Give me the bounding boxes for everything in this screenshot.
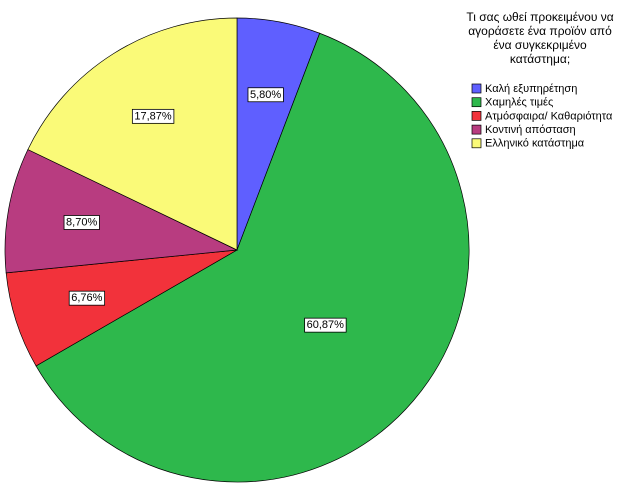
- data-label: 8,70%: [63, 215, 100, 230]
- data-label-text: 17,87%: [134, 110, 172, 122]
- data-label-box: [131, 108, 175, 124]
- legend-swatch: [471, 124, 482, 135]
- legend-swatch: [471, 83, 482, 94]
- data-label: 60,87%: [304, 317, 347, 333]
- data-label-box: [304, 317, 347, 333]
- data-label-box: [68, 290, 106, 306]
- legend-swatch: [471, 138, 482, 149]
- data-label-text: 60,87%: [307, 319, 345, 331]
- data-label-box: [63, 215, 100, 230]
- legend-label: Χαμηλές τιμές: [485, 97, 553, 109]
- legend-swatch: [471, 97, 482, 108]
- data-label: 17,87%: [131, 108, 175, 124]
- data-label: 6,76%: [68, 290, 106, 306]
- data-label-text: 5,80%: [250, 89, 281, 101]
- legend-label: Καλή εξυπηρέτηση: [485, 83, 577, 95]
- pie-slice: [35, 32, 470, 483]
- data-label-text: 6,76%: [71, 292, 102, 304]
- legend-label: Κοντινή απόσταση: [485, 124, 576, 136]
- legend-title: Τι σας ωθεί προκειμένου να αγοράσετε ένα…: [466, 10, 614, 66]
- data-label-text: 8,70%: [66, 216, 97, 228]
- legend-swatch: [471, 111, 482, 121]
- data-label: 5,80%: [247, 87, 284, 103]
- pie-slice: [4, 149, 239, 274]
- legend-label: Ατμόσφαιρα/ Καθαριότητα: [485, 110, 613, 122]
- data-label-box: [247, 87, 284, 103]
- pie-slice: [27, 17, 238, 251]
- legend-label: Ελληνικό κατάστημα: [485, 138, 585, 150]
